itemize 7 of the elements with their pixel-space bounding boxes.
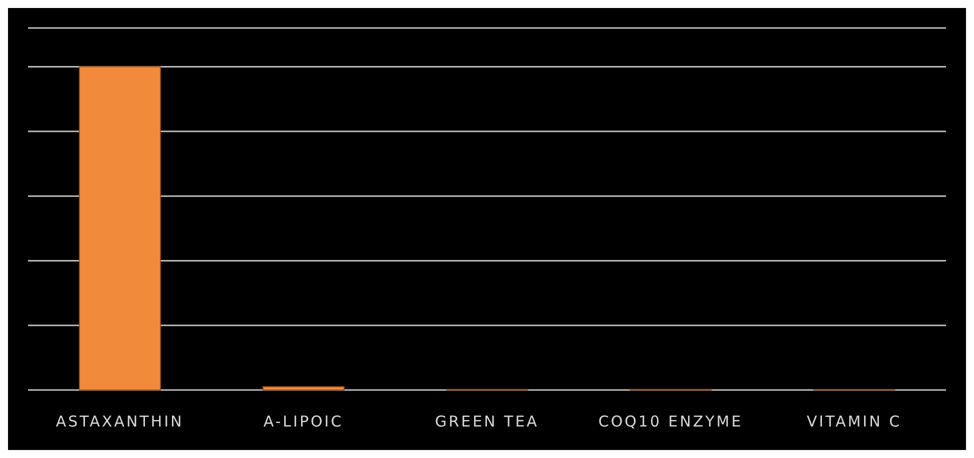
bar (78, 66, 161, 390)
bar (262, 386, 345, 390)
x-tick-label: A-LIPOIC (263, 412, 344, 431)
x-tick-label: COQ10 ENZYME (598, 412, 743, 431)
x-tick-label: GREEN TEA (435, 412, 539, 431)
x-tick-label: VITAMIN C (806, 412, 902, 431)
x-tick-label: ASTAXANTHIN (56, 412, 184, 431)
